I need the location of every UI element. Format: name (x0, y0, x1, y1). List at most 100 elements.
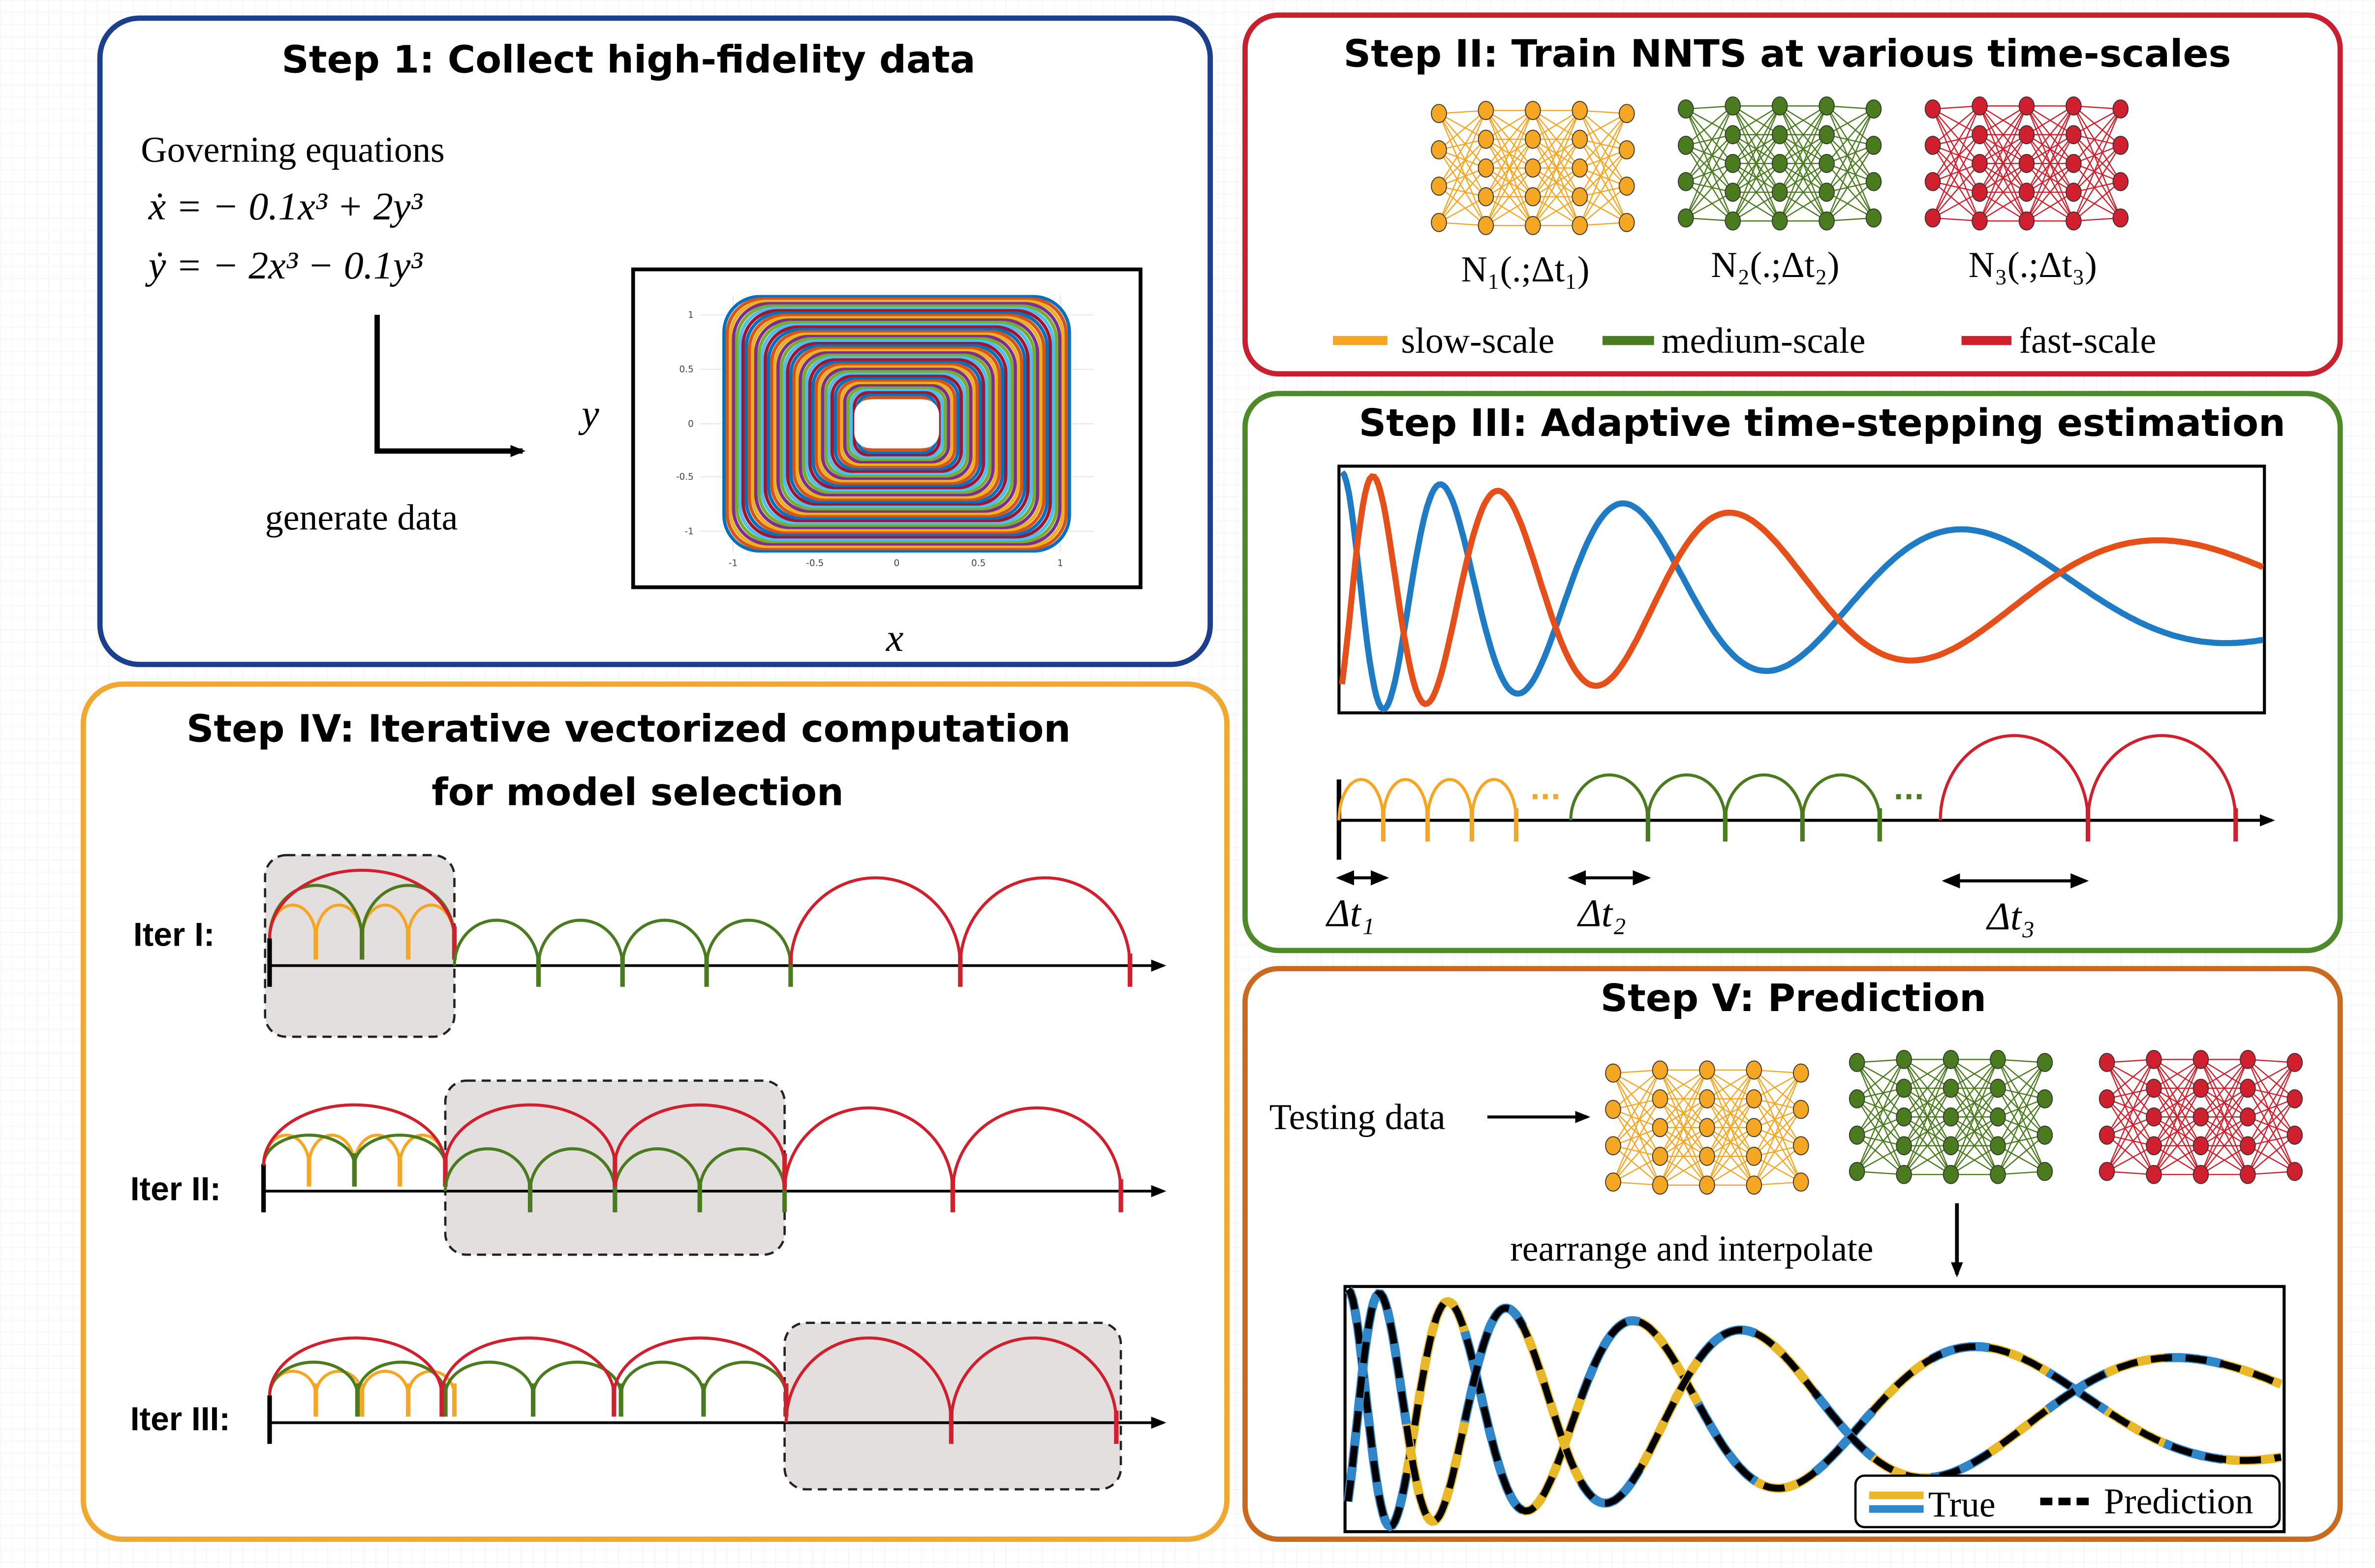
connection (1779, 105, 1827, 221)
neuron (1792, 1100, 1809, 1119)
neuron (2240, 1049, 2256, 1069)
connection (1579, 113, 1627, 140)
connection (1856, 1059, 1905, 1136)
step-size-label: Δt₃ (1986, 895, 2035, 938)
neuron (2240, 1136, 2256, 1156)
neuron (1725, 125, 1741, 145)
trajectory (795, 349, 998, 499)
equations-label: Governing equations (141, 129, 445, 170)
connection (1997, 1098, 2045, 1146)
neuron (1478, 187, 1494, 207)
neuron (1746, 1146, 1762, 1166)
iteration-label: Iter III: (130, 1401, 230, 1438)
connection (1612, 1098, 1661, 1146)
connection (1485, 196, 1534, 226)
neuron (1924, 99, 1941, 119)
connection (1685, 181, 1733, 222)
neuron (1618, 104, 1635, 123)
connection (2247, 1116, 2295, 1172)
neuron (1725, 96, 1741, 116)
connection (1485, 110, 1534, 169)
neuron (2112, 172, 2129, 191)
connection (1753, 1073, 1802, 1186)
connection (2106, 1098, 2154, 1118)
trajectory (725, 297, 1068, 551)
connection (1685, 134, 1733, 218)
connection (1612, 1069, 1661, 1110)
time-step-arc (537, 919, 624, 966)
iteration-label: Iter I: (133, 917, 215, 953)
trajectory (843, 384, 951, 463)
trajectory (849, 389, 944, 459)
trajectory (741, 309, 1052, 539)
connection (1579, 113, 1628, 226)
neuron (1525, 215, 1541, 235)
generate-arrow (374, 314, 526, 458)
neuron (1990, 1165, 2006, 1184)
connection (2073, 145, 2121, 221)
connection (1706, 1156, 1755, 1186)
neuron (2240, 1165, 2256, 1184)
connection (2247, 1135, 2295, 1175)
connection (1612, 1156, 1661, 1183)
equation: ẏ = − 2x³ − 0.1y³ (145, 244, 423, 287)
connection (2247, 1059, 2295, 1172)
connection (1856, 1087, 1905, 1136)
trajectory (776, 335, 1017, 513)
connection (1706, 1127, 1755, 1186)
connection (1532, 110, 1580, 197)
neuron (2036, 1089, 2053, 1108)
connection (1979, 105, 2028, 221)
neuron (2018, 96, 2035, 116)
neuron (1478, 158, 1494, 178)
connection (1997, 1062, 2045, 1146)
connection (1997, 1145, 2045, 1172)
connection (2153, 1059, 2202, 1175)
neuron (1865, 135, 1882, 155)
connection (1826, 145, 1874, 193)
connection (1826, 109, 1875, 221)
connection (2153, 1059, 2201, 1118)
connection (1685, 191, 1733, 219)
step5-title: Step V: Prediction (1601, 977, 1986, 1020)
connection (1903, 1059, 1952, 1175)
connection (1612, 1109, 1661, 1157)
connection (1754, 1156, 1801, 1183)
neuron (1652, 1146, 1668, 1166)
trajectory (757, 321, 1036, 527)
time-step-arc (612, 1336, 788, 1396)
connection (2200, 1116, 2249, 1175)
step-size-label: Δt₂ (1577, 892, 1626, 935)
trajectory (846, 386, 947, 461)
connection (1997, 1059, 2045, 1136)
connection (1685, 109, 1733, 221)
neuron (1618, 176, 1635, 196)
connection (1997, 1098, 2045, 1175)
connection (1579, 167, 1627, 187)
neuron (1525, 129, 1541, 149)
connection (1439, 167, 1486, 187)
connection (1532, 110, 1580, 226)
connection (1932, 163, 1980, 218)
connection (2106, 1062, 2155, 1118)
connection (1997, 1059, 2045, 1100)
neuron (2098, 1162, 2115, 1181)
connection (2153, 1145, 2201, 1175)
time-step-arc (619, 1360, 706, 1396)
neuron (2192, 1136, 2209, 1156)
neuron (1819, 125, 1835, 145)
connection (2026, 105, 2074, 135)
connection (1856, 1059, 1905, 1100)
time-step-arc (353, 1134, 401, 1166)
connection (1979, 191, 2027, 222)
connection (1979, 134, 2028, 221)
connection (1438, 113, 1487, 226)
connection (1826, 108, 1874, 164)
neuron (1699, 1175, 1715, 1195)
connection (2073, 163, 2121, 183)
y-tick-label: 1 (688, 310, 694, 320)
connection (1660, 1070, 1708, 1128)
neuron (2066, 96, 2082, 116)
connection (1826, 191, 1874, 219)
neuron (1990, 1136, 2006, 1156)
